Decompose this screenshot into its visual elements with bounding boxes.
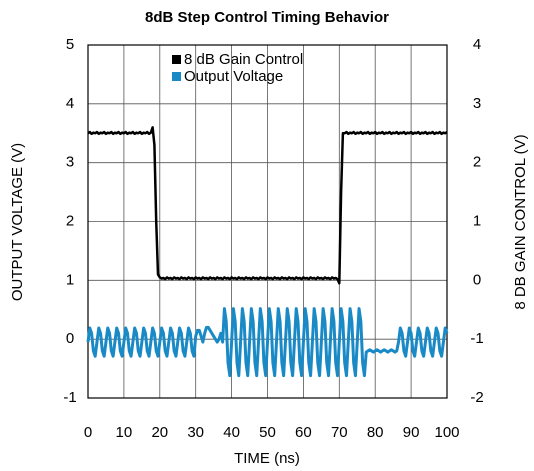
y2-tick-label: 0 bbox=[473, 271, 481, 288]
y-tick-label: 4 bbox=[66, 95, 74, 112]
series-line bbox=[86, 307, 449, 378]
y2-tick-label: 3 bbox=[473, 95, 481, 112]
x-tick-label: 60 bbox=[295, 424, 312, 441]
x-tick-label: 30 bbox=[187, 424, 204, 441]
plot-border bbox=[87, 44, 448, 399]
x-tick-label: 10 bbox=[116, 424, 133, 441]
legend-swatch bbox=[172, 55, 181, 64]
x-axis-label: TIME (ns) bbox=[234, 450, 300, 467]
legend-swatch bbox=[172, 72, 181, 81]
y-tick-label: 1 bbox=[66, 271, 74, 288]
series-line bbox=[87, 126, 448, 285]
y-tick-label: 0 bbox=[66, 330, 74, 347]
y-axis-label: OUTPUT VOLTAGE (V) bbox=[9, 143, 26, 301]
y-tick-label: 5 bbox=[66, 36, 74, 53]
y2-tick-label: 4 bbox=[473, 36, 481, 53]
y-tick-label: 3 bbox=[66, 154, 74, 171]
x-tick-label: 50 bbox=[259, 424, 276, 441]
x-tick-label: 20 bbox=[151, 424, 168, 441]
legend-label: Output Voltage bbox=[184, 68, 283, 85]
y2-tick-label: -1 bbox=[470, 330, 483, 347]
x-tick-label: 100 bbox=[434, 424, 459, 441]
chart-title: 8dB Step Control Timing Behavior bbox=[145, 9, 389, 26]
y-tick-label: 2 bbox=[66, 212, 74, 229]
x-tick-label: 90 bbox=[403, 424, 420, 441]
x-tick-label: 0 bbox=[84, 424, 92, 441]
y2-tick-label: -2 bbox=[470, 389, 483, 406]
x-tick-label: 40 bbox=[223, 424, 240, 441]
legend-label: 8 dB Gain Control bbox=[184, 51, 303, 68]
y2-tick-label: 1 bbox=[473, 212, 481, 229]
y2-axis-label: 8 DB GAIN CONTROL (V) bbox=[512, 134, 529, 309]
y-tick-label: -1 bbox=[63, 389, 76, 406]
y2-tick-label: 2 bbox=[473, 154, 481, 171]
x-tick-label: 70 bbox=[331, 424, 348, 441]
x-tick-label: 80 bbox=[367, 424, 384, 441]
